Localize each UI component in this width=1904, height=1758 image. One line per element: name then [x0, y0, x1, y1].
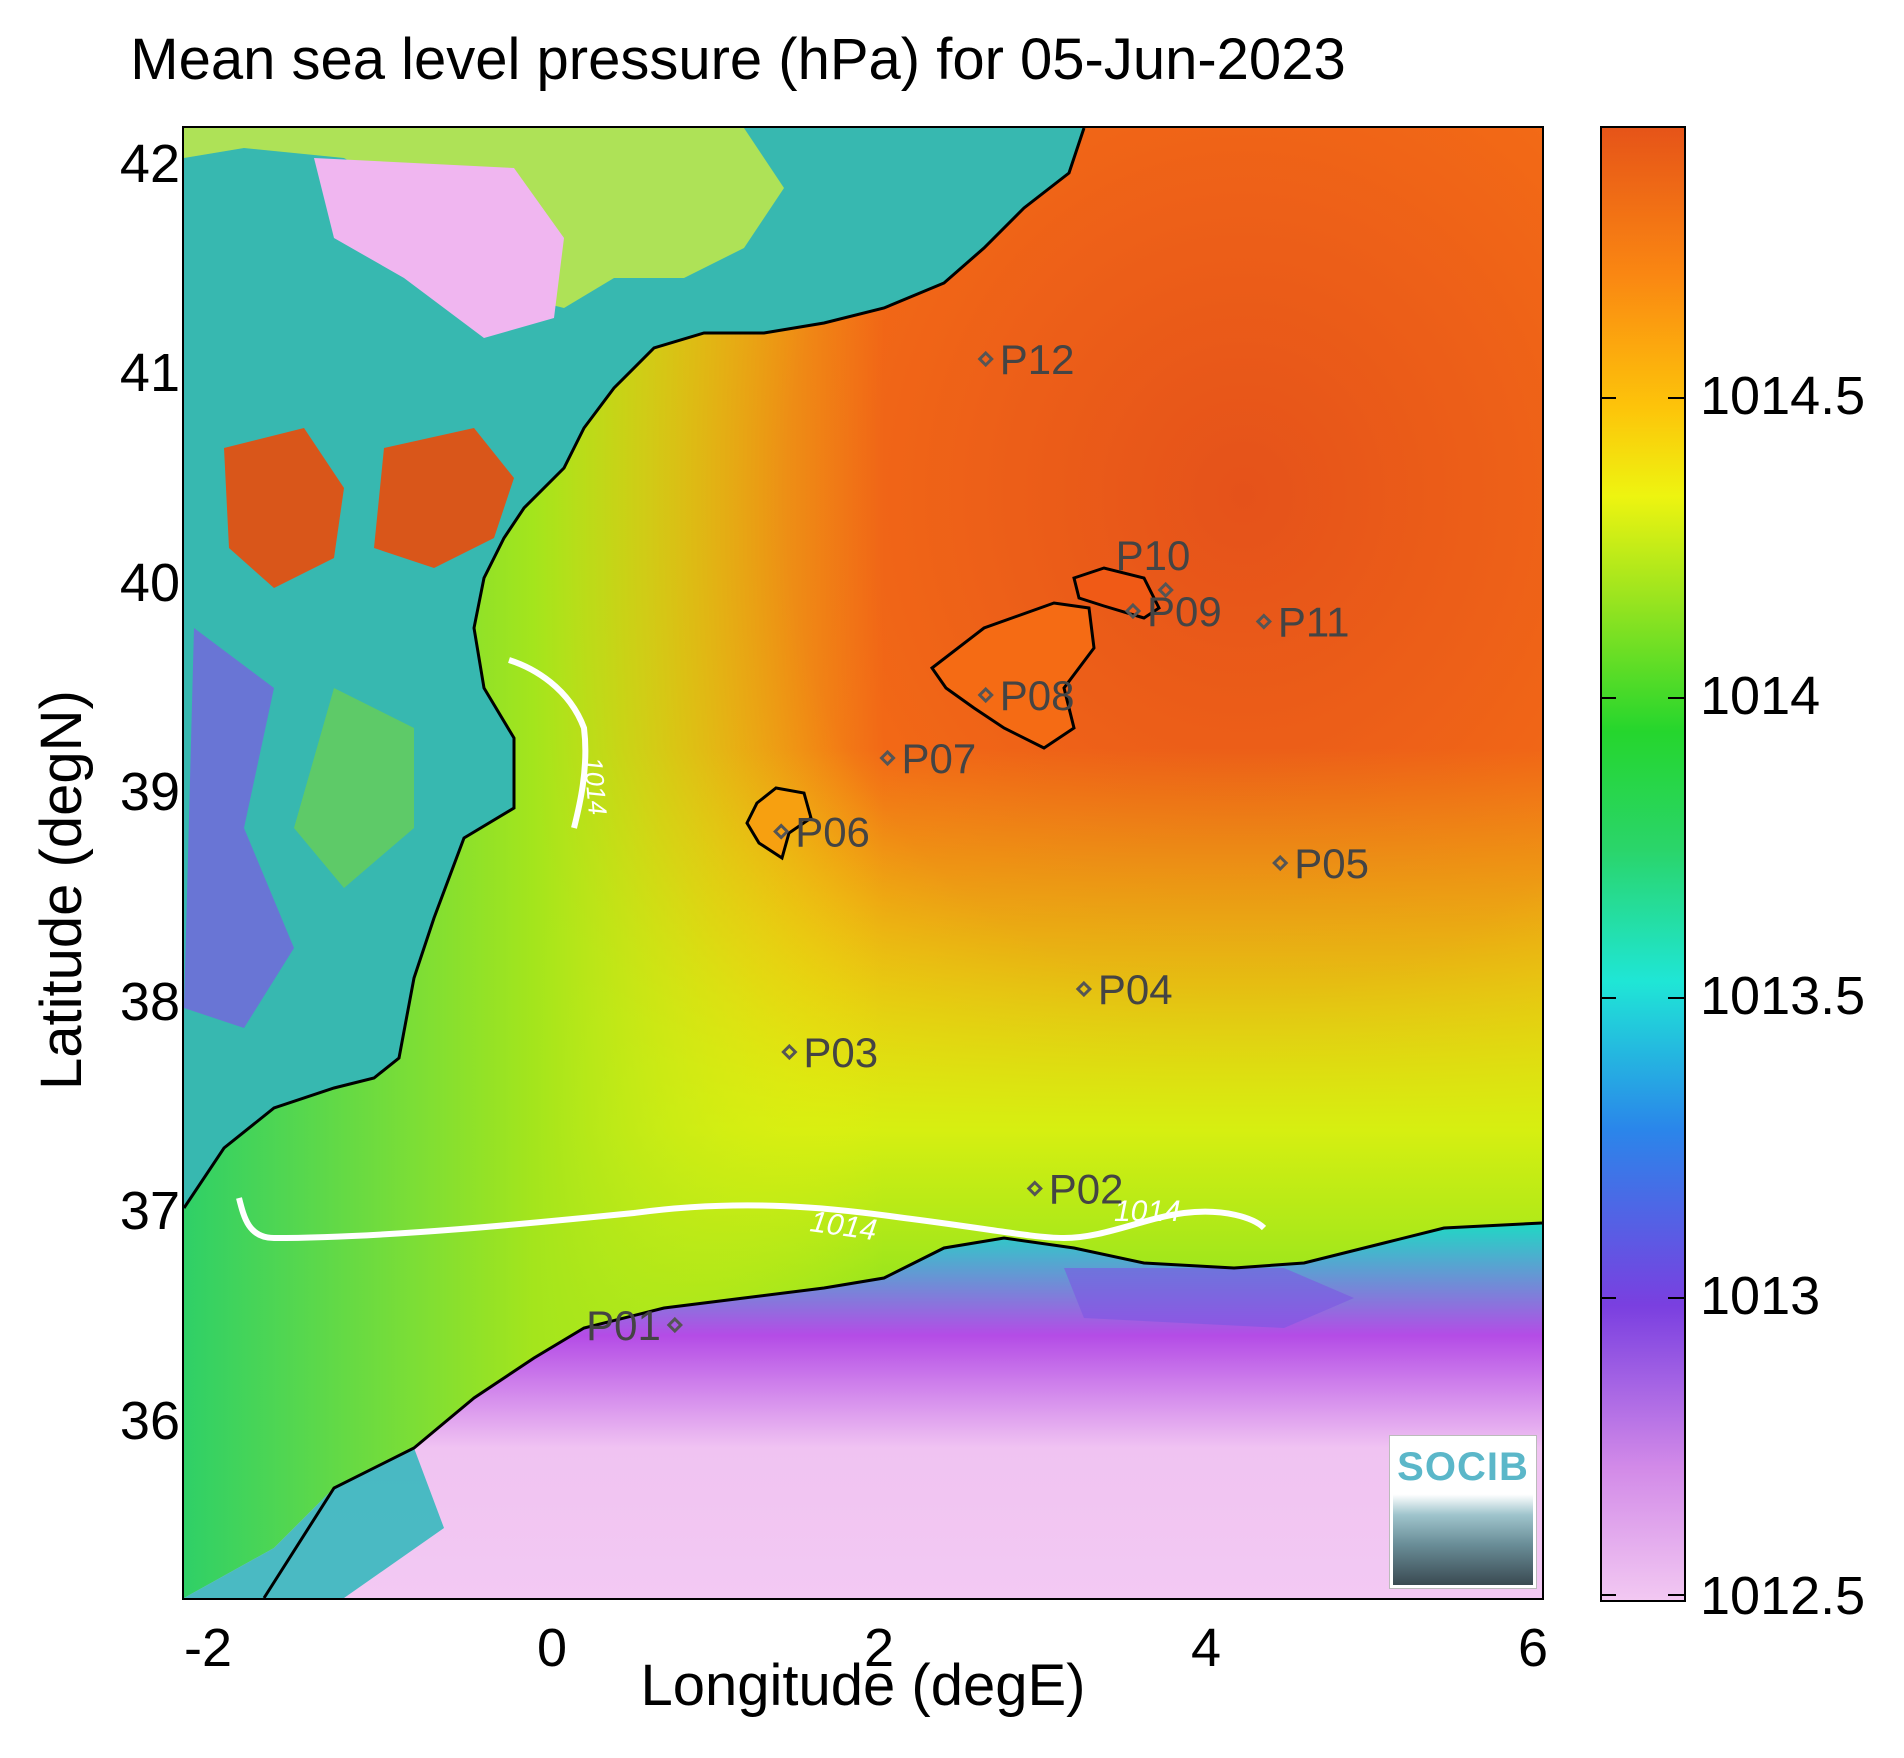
station-label: P09	[1147, 588, 1222, 635]
colorbar-tick	[1668, 997, 1684, 999]
colorbar-tick	[1668, 397, 1684, 399]
socib-logo-text: SOCIB	[1397, 1445, 1529, 1489]
colorbar-tick	[1602, 997, 1616, 999]
isobar-1014-south	[236, 1197, 1267, 1242]
station-marker	[1272, 854, 1289, 872]
x-tick-label: 6	[1517, 1618, 1549, 1678]
colorbar-tick	[1602, 397, 1616, 399]
y-tick-label: 42	[119, 134, 180, 194]
station-marker	[1026, 1180, 1043, 1197]
iberia-coastline	[184, 128, 1086, 1209]
station-marker	[773, 823, 790, 840]
land-low-pressure	[314, 158, 564, 338]
station-label: P07	[902, 735, 977, 782]
colorbar-tick	[1668, 1594, 1684, 1596]
y-tick-label: 38	[119, 972, 180, 1032]
ibiza-island	[745, 786, 813, 861]
station-markers: P01 P02 P03 P04 P05 P06 P07 P08 P09 P10 P11 P12	[586, 336, 1369, 1349]
station-marker	[879, 749, 896, 767]
x-tick-label: -2	[183, 1618, 232, 1678]
colorbar-tick	[1602, 697, 1616, 699]
station-marker	[1075, 980, 1093, 998]
africa-low-patch	[1064, 1268, 1354, 1328]
colorbar-tick-label: 1012.5	[1700, 1566, 1866, 1626]
station-label: P05	[1294, 840, 1369, 887]
station-marker	[977, 686, 994, 704]
colorbar-tick-label: 1013	[1700, 1266, 1821, 1326]
colorbar-tick	[1668, 1297, 1684, 1299]
station-label: P06	[795, 809, 870, 856]
land-high-pocket	[224, 428, 344, 588]
colorbar-tick	[1602, 1594, 1616, 1596]
station-label: P08	[1000, 672, 1075, 719]
x-tick-label: 2	[863, 1618, 895, 1678]
contour-label: 1014	[578, 756, 613, 816]
station-label: P03	[803, 1029, 878, 1076]
chart-title: Mean sea level pressure (hPa) for 05-Jun…	[130, 27, 1346, 92]
colorbar-tick	[1602, 1297, 1616, 1299]
africa-coast-patch	[184, 1448, 444, 1598]
iberia-land	[184, 128, 1084, 1208]
y-tick-label: 37	[119, 1181, 180, 1241]
land-high-pocket	[374, 428, 514, 568]
station-marker	[1157, 581, 1174, 599]
land-low-patch	[184, 628, 294, 1028]
menorca-island	[1072, 566, 1161, 620]
colorbar-tick	[1668, 697, 1684, 699]
socib-logo: SOCIB	[1390, 1436, 1536, 1588]
colorbar-tick-label: 1014	[1700, 666, 1821, 726]
isobar-1014-west	[508, 657, 589, 829]
pressure-map: 1014 1014 1014 P01P02P03P04P05P06P07P08P…	[182, 126, 1544, 1600]
station-label: P02	[1049, 1166, 1124, 1213]
land-mixed-patch	[294, 688, 414, 888]
station-marker	[1124, 602, 1142, 620]
y-tick-label: 41	[119, 343, 180, 403]
x-tick-label: 4	[1190, 1618, 1222, 1678]
station-label: P12	[1000, 336, 1075, 383]
y-tick-label: 39	[119, 762, 180, 822]
mallorca-island	[929, 601, 1096, 750]
station-marker	[977, 350, 994, 368]
station-label: P11	[1278, 599, 1350, 646]
contour-label: 1014	[1114, 1195, 1181, 1228]
colorbar-tick-label: 1014.5	[1700, 366, 1866, 426]
station-marker	[781, 1043, 798, 1061]
colorbar-tick-label: 1013.5	[1700, 966, 1866, 1026]
x-tick-label: 0	[536, 1618, 568, 1678]
y-tick-label: 40	[119, 553, 180, 613]
x-axis-label: Longitude (degE)	[640, 1653, 1086, 1718]
colorbar	[1600, 126, 1686, 1602]
y-tick-label: 36	[119, 1391, 180, 1451]
station-label: P04	[1098, 966, 1173, 1013]
station-label: P01	[586, 1302, 661, 1349]
station-marker	[666, 1316, 683, 1334]
station-label: P10	[1116, 532, 1191, 579]
station-marker	[1255, 613, 1272, 630]
africa-coastline	[262, 1221, 1542, 1598]
